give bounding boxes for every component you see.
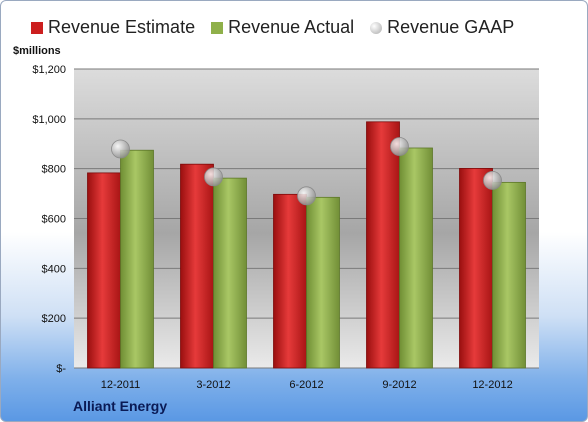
x-tick-label: 6-2012 — [289, 379, 323, 391]
x-tick-label: 3-2012 — [196, 379, 230, 391]
marker-revenue-gaap — [297, 186, 316, 206]
y-tick-label: $800 — [42, 164, 66, 176]
y-tick-label: $- — [56, 363, 66, 375]
y-tick-label: $400 — [42, 263, 66, 275]
legend-item-estimate: Revenue Estimate — [31, 17, 195, 38]
marker-revenue-gaap — [390, 137, 409, 156]
bar-revenue-estimate — [273, 193, 307, 369]
marker-revenue-gaap — [204, 167, 223, 187]
bar-revenue-actual — [213, 177, 247, 369]
bar-revenue-estimate — [87, 172, 121, 369]
bar-revenue-estimate — [459, 168, 493, 369]
legend-item-actual: Revenue Actual — [211, 17, 354, 38]
x-tick-label: 9-2012 — [382, 379, 416, 391]
legend-label-gaap: Revenue GAAP — [387, 17, 515, 37]
legend-label-actual: Revenue Actual — [228, 17, 355, 37]
legend-swatch-actual — [211, 21, 224, 34]
marker-revenue-gaap — [111, 139, 130, 159]
bar-revenue-estimate — [366, 121, 400, 369]
bar-revenue-actual — [492, 181, 526, 369]
y-tick-label: $1,000 — [32, 114, 66, 126]
company-name: Alliant Energy — [73, 398, 168, 414]
y-tick-label: $200 — [42, 313, 66, 325]
bar-revenue-actual — [399, 147, 433, 369]
marker-revenue-gaap — [483, 170, 502, 190]
bar-revenue-estimate — [180, 163, 214, 369]
legend: Revenue Estimate Revenue Actual Revenue … — [31, 17, 530, 38]
x-tick-label: 12-2011 — [101, 379, 141, 391]
x-tick-label: 12-2012 — [472, 379, 512, 391]
legend-item-gaap: Revenue GAAP — [370, 17, 514, 38]
y-tick-label: $600 — [42, 214, 66, 226]
y-tick-label: $1,200 — [32, 64, 66, 76]
bar-revenue-actual — [120, 149, 154, 369]
legend-swatch-estimate — [31, 21, 43, 34]
legend-label-estimate: Revenue Estimate — [48, 17, 196, 37]
y-axis-unit-label: $millions — [13, 45, 61, 57]
legend-swatch-gaap — [370, 21, 383, 34]
bar-revenue-actual — [306, 196, 340, 369]
